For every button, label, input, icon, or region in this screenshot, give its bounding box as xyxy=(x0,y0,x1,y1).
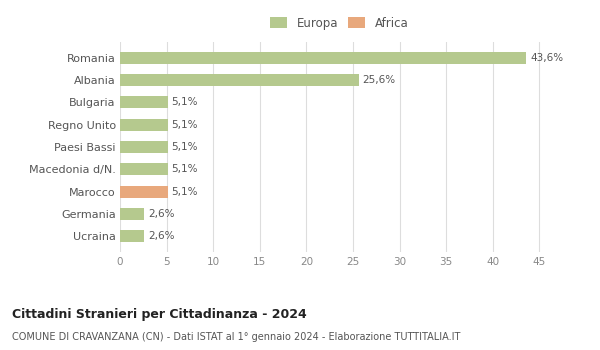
Text: Cittadini Stranieri per Cittadinanza - 2024: Cittadini Stranieri per Cittadinanza - 2… xyxy=(12,308,307,321)
Bar xyxy=(120,74,359,86)
Text: 5,1%: 5,1% xyxy=(171,142,198,152)
Text: 2,6%: 2,6% xyxy=(148,231,175,241)
Text: 5,1%: 5,1% xyxy=(171,120,198,130)
Bar xyxy=(120,208,144,220)
Text: 5,1%: 5,1% xyxy=(171,164,198,174)
Text: 5,1%: 5,1% xyxy=(171,187,198,197)
Text: 43,6%: 43,6% xyxy=(530,53,563,63)
Text: 5,1%: 5,1% xyxy=(171,97,198,107)
Bar xyxy=(120,51,526,64)
Text: 2,6%: 2,6% xyxy=(148,209,175,219)
Bar xyxy=(120,186,167,198)
Text: COMUNE DI CRAVANZANA (CN) - Dati ISTAT al 1° gennaio 2024 - Elaborazione TUTTITA: COMUNE DI CRAVANZANA (CN) - Dati ISTAT a… xyxy=(12,332,460,343)
Bar xyxy=(120,96,167,108)
Bar xyxy=(120,163,167,175)
Text: 25,6%: 25,6% xyxy=(362,75,395,85)
Legend: Europa, Africa: Europa, Africa xyxy=(267,14,411,32)
Bar xyxy=(120,230,144,243)
Bar xyxy=(120,119,167,131)
Bar xyxy=(120,141,167,153)
